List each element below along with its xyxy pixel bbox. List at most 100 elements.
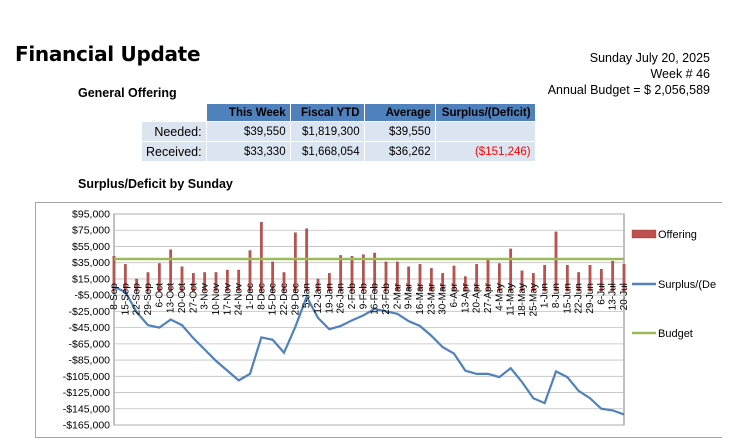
offering-bar [282,272,286,292]
offering-bar [475,264,479,292]
x-tick-label: 8-Jun [551,283,562,308]
table-row-received: Received: $33,330 $1,668,054 $36,262 ($1… [141,141,536,162]
x-tick-label: 26-Jan [336,283,347,314]
cell-needed-surplus [434,121,536,142]
x-tick-label: 20-Jul [619,283,630,310]
offering-bar [373,252,377,292]
offering-bar [452,265,456,292]
cell-received-this-week: $33,330 [205,141,291,162]
offering-bar [520,270,524,292]
offering-bar [543,264,547,292]
x-tick-label: 5-Jan [302,283,313,308]
offering-bar [180,266,184,292]
x-tick-label: 29-Dec [290,283,301,315]
x-tick-label: 1-Dec [245,283,256,310]
offering-bar [384,261,388,292]
x-tick-label: 25-May [528,283,539,316]
x-tick-label: 6-Apr [449,282,460,307]
cell-needed-this-week: $39,550 [205,121,291,142]
offering-bar [407,266,411,292]
x-tick-label: 1-Jun [540,283,551,308]
table-row-needed: Needed: $39,550 $1,819,300 $39,550 [141,121,536,142]
offering-bar [509,248,513,292]
offering-bar [259,221,263,292]
x-tick-label: 13-Apr [460,282,471,313]
y-tick-label: $95,000 [72,209,110,221]
report-date: Sunday July 20, 2025 [589,51,710,65]
offering-bar [588,264,592,292]
x-tick-label: 27-Oct [188,283,199,313]
offering-bar [339,255,343,292]
x-tick-label: 23-Feb [381,283,392,315]
offering-bar [248,250,252,292]
column-header-this-week: This Week [205,103,291,122]
offering-bar [146,272,150,292]
offering-summary-table: This Week Fiscal YTD Average Surplus/(De… [141,103,536,162]
offering-bar [429,268,433,292]
legend-budget-label: Budget [658,328,693,340]
legend-surplus-label: Surplus/(De [658,279,716,291]
x-tick-label: 13-Jul [608,283,619,310]
x-tick-label: 29-Jun [585,283,596,314]
x-tick-label: 13-Oct [166,283,177,313]
offering-bar [191,273,195,292]
x-tick-label: 22-Dec [279,283,290,315]
x-tick-label: 29-Sep [143,283,154,316]
cell-needed-average: $39,550 [363,121,436,142]
x-tick-label: 15-Jun [562,283,573,314]
offering-bar [271,261,275,292]
x-tick-label: 24-Nov [234,283,245,315]
cell-needed-fiscal-ytd: $1,819,300 [289,121,365,142]
y-tick-label: $55,000 [72,241,110,253]
offering-bar [293,232,297,292]
offering-bar [395,261,399,292]
x-tick-label: 15-Dec [268,283,279,315]
x-tick-label: 15-Sep [120,283,131,316]
y-tick-label: $15,000 [72,273,110,285]
x-tick-label: 20-Oct [177,283,188,313]
y-tick-label: $35,000 [72,257,110,269]
offering-bar [531,273,535,292]
week-number: Week # 46 [650,67,710,81]
x-tick-label: 22-Sep [132,283,143,316]
x-tick-label: 4-May [494,283,505,311]
x-tick-label: 11-May [506,283,517,316]
x-tick-label: 8-Dec [256,283,267,310]
table-header-row: This Week Fiscal YTD Average Surplus/(De… [142,103,536,122]
x-tick-label: 23-Mar [426,282,437,314]
y-tick-label: $75,000 [72,225,110,237]
legend-offering-label: Offering [658,229,697,241]
y-tick-label: -$85,000 [69,355,111,367]
x-tick-label: 6-Oct [154,283,165,308]
offering-bar [361,254,365,292]
offering-bar [237,269,241,292]
x-tick-label: 16-Mar [415,282,426,314]
offering-bar [599,269,603,292]
offering-bar [214,272,218,292]
annual-budget: Annual Budget = $ 2,056,589 [547,83,710,97]
y-tick-label: -$145,000 [63,403,110,415]
y-tick-label: -$165,000 [63,420,110,432]
offering-bar [565,264,569,292]
x-tick-label: 27-Apr [483,282,494,313]
x-tick-label: 17-Nov [222,283,233,315]
offering-bar [203,272,207,292]
y-tick-label: -$105,000 [63,371,110,383]
report-info: Sunday July 20, 2025 Week # 46 Annual Bu… [548,50,710,98]
cell-received-surplus: ($151,246) [434,141,536,162]
cell-received-average: $36,262 [363,141,436,162]
y-tick-label: -$25,000 [69,306,111,318]
offering-bar [554,231,558,292]
column-header-fiscal-ytd: Fiscal YTD [289,103,365,122]
cell-received-fiscal-ytd: $1,668,054 [289,141,365,162]
x-tick-label: 8-Sep [109,283,120,310]
offering-bar [169,249,173,292]
offering-bar [577,272,581,292]
chart-frame [35,202,722,438]
x-tick-label: 2-Mar [392,282,403,309]
offering-bar [497,263,501,292]
general-offering-heading: General Offering [78,86,177,100]
x-tick-label: 12-Jan [313,283,324,314]
y-tick-label: -$45,000 [69,322,111,334]
